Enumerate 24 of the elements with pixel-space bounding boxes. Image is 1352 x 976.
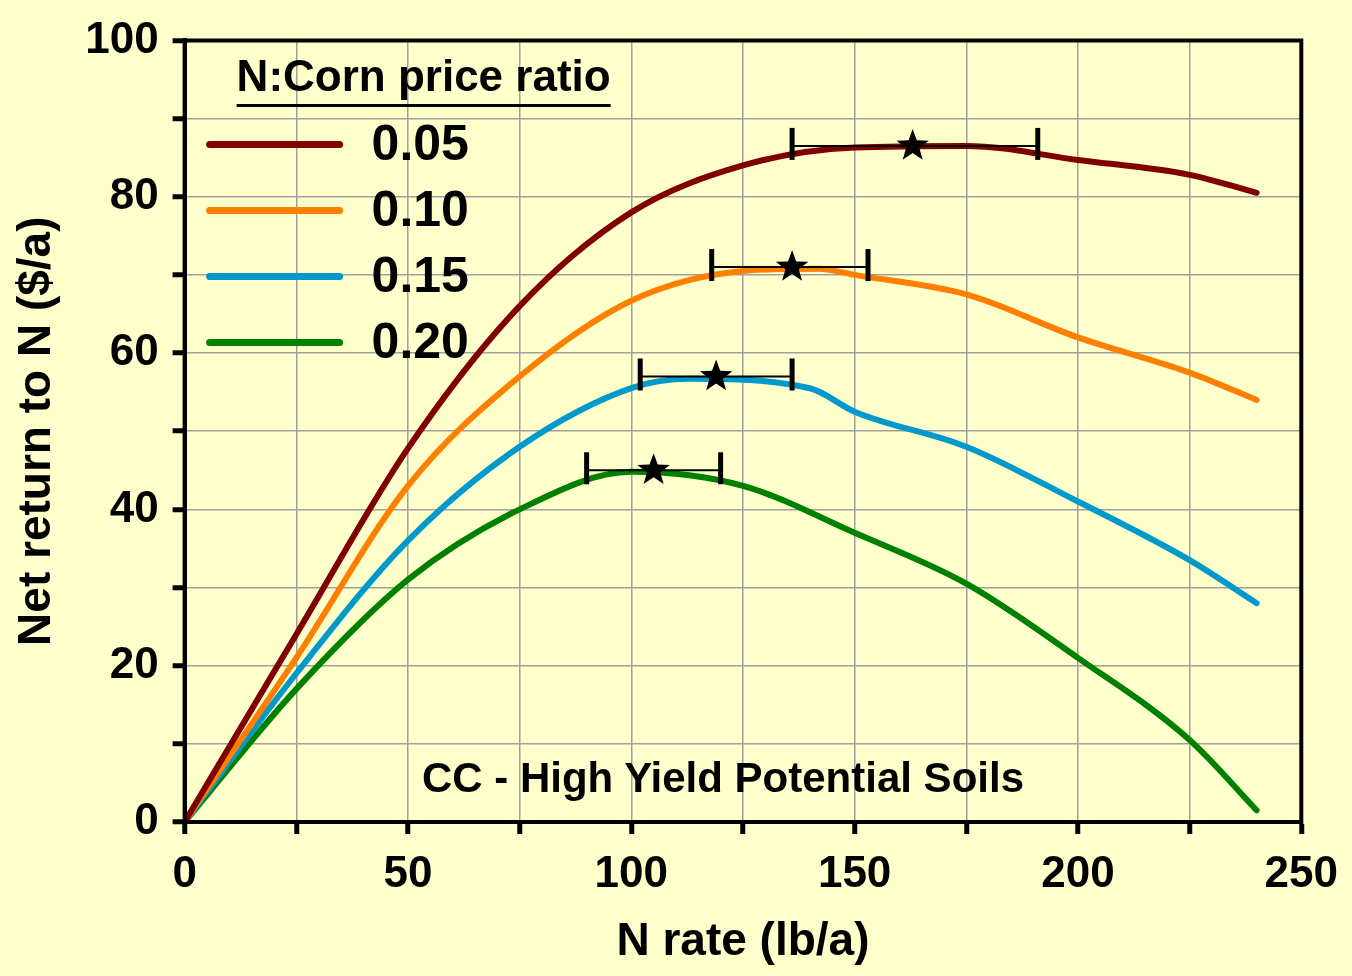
x-tick-label: 50 bbox=[383, 846, 433, 896]
annotation: CC - High Yield Potential Soils bbox=[421, 754, 1024, 801]
x-tick-label: 250 bbox=[1264, 846, 1338, 896]
legend-label: 0.20 bbox=[371, 313, 469, 370]
x-tick-label: 200 bbox=[1041, 846, 1115, 896]
y-tick-label: 100 bbox=[85, 12, 159, 62]
y-tick-label: 20 bbox=[109, 637, 159, 687]
x-tick-label: 0 bbox=[172, 846, 197, 896]
point bbox=[775, 250, 809, 281]
y-tick-label: 0 bbox=[134, 794, 159, 844]
legend-label: 0.05 bbox=[371, 115, 469, 172]
y-tick-label: 80 bbox=[109, 168, 159, 218]
legend-label: 0.15 bbox=[371, 247, 469, 304]
x-tick-label: 100 bbox=[594, 846, 668, 896]
point bbox=[896, 128, 929, 160]
legend-title: N:Corn price ratio bbox=[236, 50, 611, 100]
legend-label: 0.10 bbox=[371, 181, 469, 238]
point bbox=[699, 359, 733, 391]
x-axis-title: N rate (lb/a) bbox=[616, 913, 870, 966]
y-tick-label: 60 bbox=[109, 325, 159, 375]
x-tick-label: 150 bbox=[817, 846, 892, 896]
y-tick-label: 40 bbox=[109, 481, 159, 531]
point bbox=[637, 453, 670, 485]
y-axis-title: Net return to N ($/a) bbox=[8, 216, 61, 646]
